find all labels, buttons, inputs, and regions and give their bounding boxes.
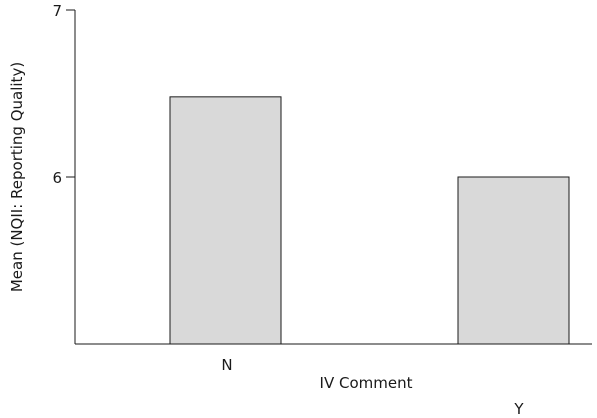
x-axis-ticks: NY	[221, 356, 524, 418]
y-axis-ticks: 67	[52, 2, 75, 187]
bars-group	[169, 96, 570, 345]
x-tick-label-y: Y	[513, 400, 524, 418]
bar-y	[457, 176, 570, 345]
x-tick-label-n: N	[221, 356, 232, 374]
y-tick-label: 7	[52, 2, 62, 20]
x-axis-title: IV Comment	[320, 374, 413, 392]
y-tick-label: 6	[52, 169, 62, 187]
y-axis-title: Mean (NQII: Reporting Quality)	[8, 62, 26, 292]
bar-n	[169, 96, 282, 345]
